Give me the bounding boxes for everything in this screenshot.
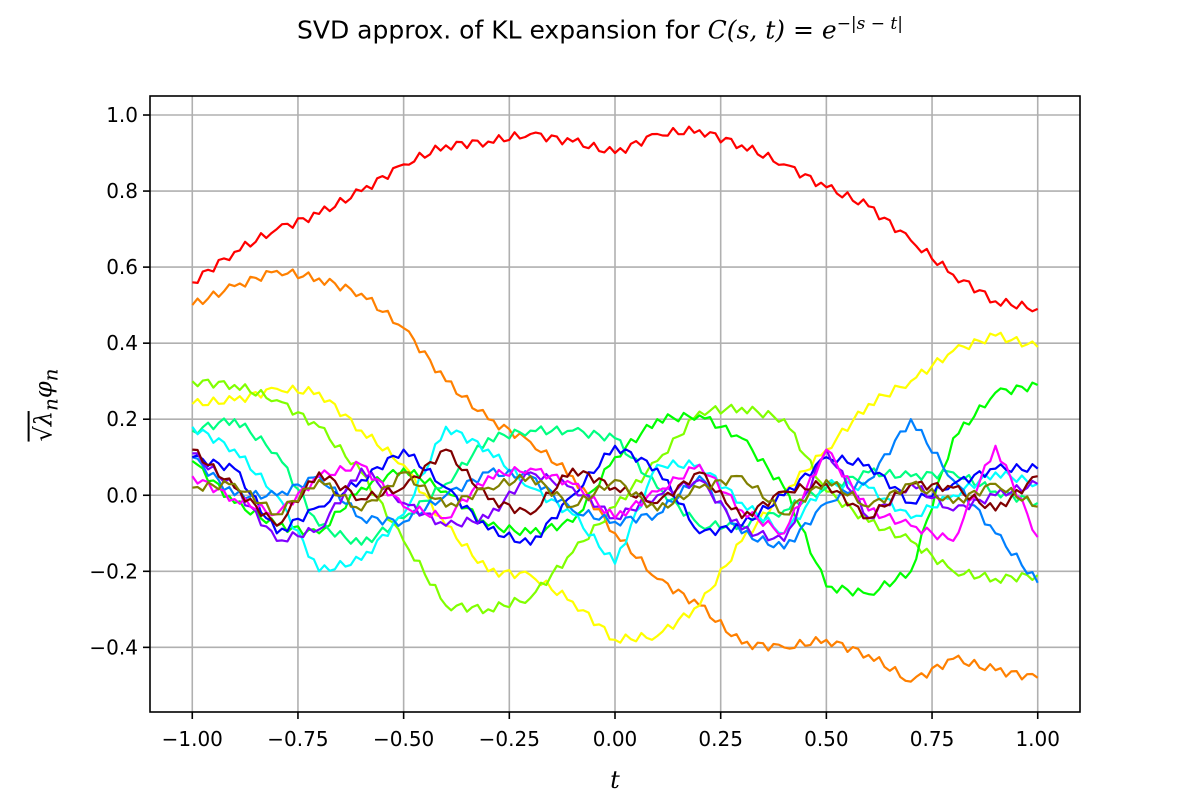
y-tick-label: 0.6 xyxy=(106,255,138,279)
series-line-n=7 xyxy=(191,425,1039,573)
x-tick-label: −0.25 xyxy=(479,727,540,751)
series-line-n=11 xyxy=(191,444,1039,543)
title-prefix: SVD approx. of KL expansion for xyxy=(297,15,708,45)
y-tick-label: 0.2 xyxy=(106,407,138,431)
series-lines xyxy=(191,125,1039,683)
series-line-n=5 xyxy=(191,381,1039,597)
y-tick-label: −0.4 xyxy=(89,635,138,659)
ylabel-phi: φ xyxy=(29,381,58,399)
x-tick-label: −0.75 xyxy=(267,727,328,751)
title-exponent: −|s − t| xyxy=(836,14,903,34)
chart-title: SVD approx. of KL expansion for C(s, t) … xyxy=(0,14,1200,44)
y-tick-label: −0.2 xyxy=(89,559,138,583)
y-tick-label: 0.4 xyxy=(106,331,138,355)
series-line-n=9 xyxy=(191,444,1039,546)
y-tick-label: 1.0 xyxy=(106,103,138,127)
series-line-n=6 xyxy=(191,417,1039,546)
series-line-n=8 xyxy=(192,418,1039,584)
x-tick-label: 0.25 xyxy=(698,727,743,751)
title-function: C(s, t) = e xyxy=(707,15,837,45)
series-line-n=2 xyxy=(191,268,1039,683)
series-line-n=4 xyxy=(191,378,1039,615)
y-tick-label: 0.8 xyxy=(106,179,138,203)
y-axis-label: √λnφn xyxy=(30,368,63,441)
series-line-n=13 xyxy=(192,471,1038,516)
grid-lines xyxy=(150,96,1080,712)
series-line-n=3 xyxy=(191,331,1039,644)
x-tick-label: 0.75 xyxy=(910,727,955,751)
tick-labels: −1.00 −0.75 −0.50 −0.25 0.00 0.25 0.50 0.75 1.00… xyxy=(89,103,1060,751)
x-tick-label: −0.50 xyxy=(373,727,434,751)
x-tick-label: 1.00 xyxy=(1015,727,1060,751)
x-axis-label: t xyxy=(610,766,620,794)
series-line-n=1 xyxy=(192,125,1039,313)
ylabel-sub2: n xyxy=(38,368,63,382)
plot-frame xyxy=(149,95,1081,713)
x-tick-label: 0.00 xyxy=(593,727,638,751)
ylabel-sub1: n xyxy=(38,398,63,412)
axes xyxy=(143,95,1081,719)
y-tick-label: 0.0 xyxy=(106,483,138,507)
ylabel-sqrt: √λ xyxy=(29,411,58,442)
x-tick-label: −1.00 xyxy=(162,727,223,751)
x-tick-label: 0.50 xyxy=(804,727,849,751)
